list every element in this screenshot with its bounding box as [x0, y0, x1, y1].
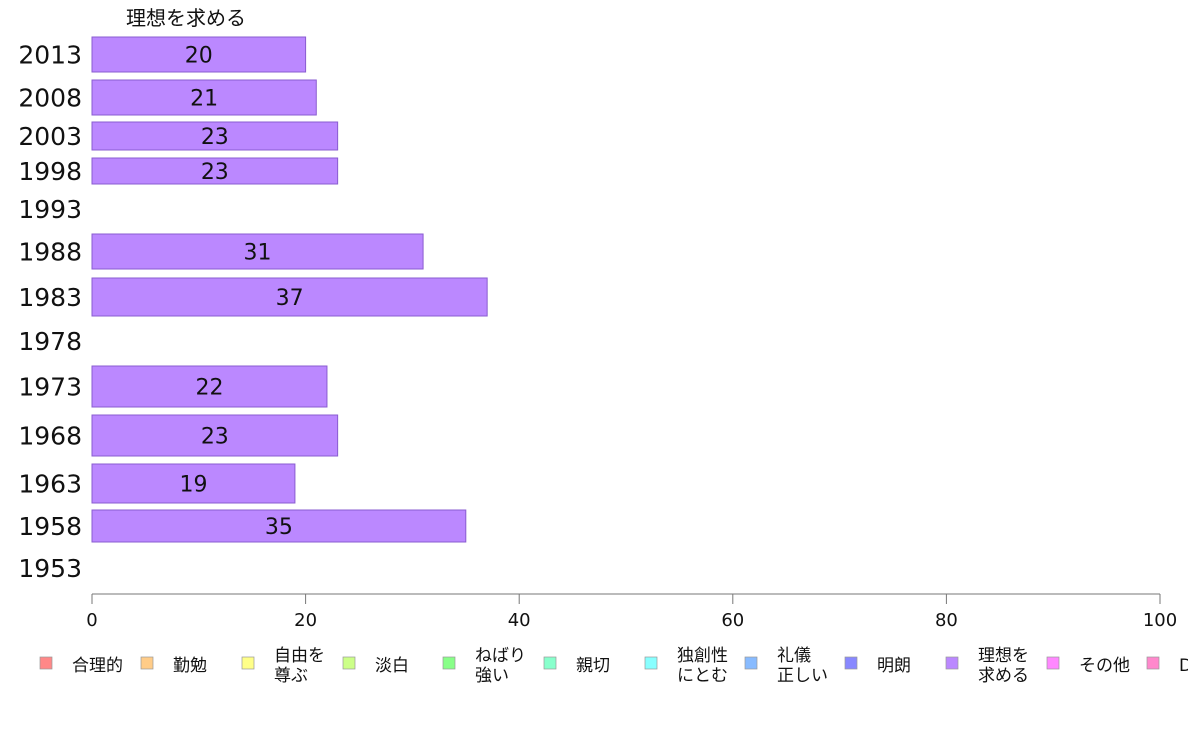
legend-label: 正しい [777, 666, 828, 686]
bar [91, 509, 467, 543]
legend-label: D [1179, 656, 1188, 676]
bar-value-label: 23 [201, 425, 229, 450]
legend-swatch [39, 656, 53, 670]
legend-label: 明朗 [877, 656, 911, 676]
y-axis-tick-labels: 2013 2008 2003 1998 1993 1988 1983 1978 1973 1968… [18, 41, 82, 584]
legend-swatch [342, 656, 356, 670]
legend-swatch [744, 656, 758, 670]
legend-item: 明朗 [844, 656, 911, 676]
legend-label: 親切 [576, 656, 610, 676]
y-tick-label: 2003 [18, 122, 82, 151]
bar-value-label: 35 [265, 515, 293, 540]
legend-label: 理想を [978, 646, 1029, 666]
legend-item: その他 [1046, 656, 1130, 676]
legend-label: 合理的 [72, 656, 123, 676]
legend-swatch [1146, 656, 1160, 670]
legend-swatch [945, 656, 959, 670]
y-tick-label: 2013 [18, 41, 82, 70]
bar-value-label: 23 [201, 125, 229, 150]
x-tick-label: 20 [294, 610, 317, 631]
legend-item: 勤勉 [140, 656, 207, 676]
bar-value-label: 21 [190, 87, 218, 112]
legend-item: 淡白 [342, 656, 409, 676]
x-tick-label: 100 [1143, 610, 1177, 631]
legend-item: 親切 [543, 656, 610, 676]
y-tick-label: 1973 [18, 373, 82, 402]
bar [91, 233, 424, 270]
bar-value-label: 22 [195, 376, 223, 401]
legend-label: 自由を [274, 646, 325, 666]
x-tick-label: 40 [508, 610, 531, 631]
legend-label: 礼儀 [777, 646, 811, 666]
legend-item: D [1146, 656, 1188, 676]
legend-label: 強い [475, 666, 509, 686]
y-tick-label: 1988 [18, 238, 82, 267]
bar-value-label: 37 [276, 286, 304, 311]
y-tick-label: 1983 [18, 283, 82, 312]
bar-value-label: 23 [201, 160, 229, 185]
bar [91, 277, 488, 317]
x-axis: 0 20 40 60 80 100 [86, 593, 1177, 631]
bar [91, 414, 339, 457]
bar-value-label: 31 [244, 241, 272, 266]
legend-label: 勤勉 [173, 656, 207, 676]
x-tick-label: 80 [935, 610, 958, 631]
legend-label: ねばり [475, 646, 526, 666]
y-tick-label: 1978 [18, 327, 82, 356]
legend-swatch [241, 656, 255, 670]
legend-swatch [140, 656, 154, 670]
y-tick-label: 1963 [18, 470, 82, 499]
bar-value-label: 20 [185, 44, 213, 69]
x-tick-label: 60 [721, 610, 744, 631]
bar [91, 36, 307, 73]
bar [91, 365, 328, 408]
legend-label: 尊ぶ [274, 666, 308, 686]
y-tick-label: 1958 [18, 512, 82, 541]
y-tick-label: 1968 [18, 422, 82, 451]
legend-swatch [543, 656, 557, 670]
y-tick-label: 2008 [18, 84, 82, 113]
x-tick-label: 0 [86, 610, 97, 631]
chart-title: 理想を求める [126, 6, 246, 30]
bar [91, 463, 296, 504]
legend-item: 合理的 [39, 656, 123, 676]
legend-label: にとむ [677, 666, 728, 686]
y-tick-label: 1998 [18, 157, 82, 186]
legend-label: 淡白 [375, 656, 409, 676]
bar [91, 157, 339, 185]
legend-swatch [644, 656, 658, 670]
bar-value-label: 19 [179, 473, 207, 498]
legend-swatch [1046, 656, 1060, 670]
legend-swatch [844, 656, 858, 670]
legend-item: 理想を求める [945, 646, 1029, 686]
legend-label: 独創性 [677, 646, 728, 666]
legend-swatch [442, 656, 456, 670]
legend-label: その他 [1079, 656, 1130, 676]
bar [91, 79, 317, 116]
legend-label: 求める [978, 666, 1029, 686]
y-tick-label: 1993 [18, 195, 82, 224]
y-tick-label: 1953 [18, 554, 82, 583]
bar [91, 121, 339, 151]
